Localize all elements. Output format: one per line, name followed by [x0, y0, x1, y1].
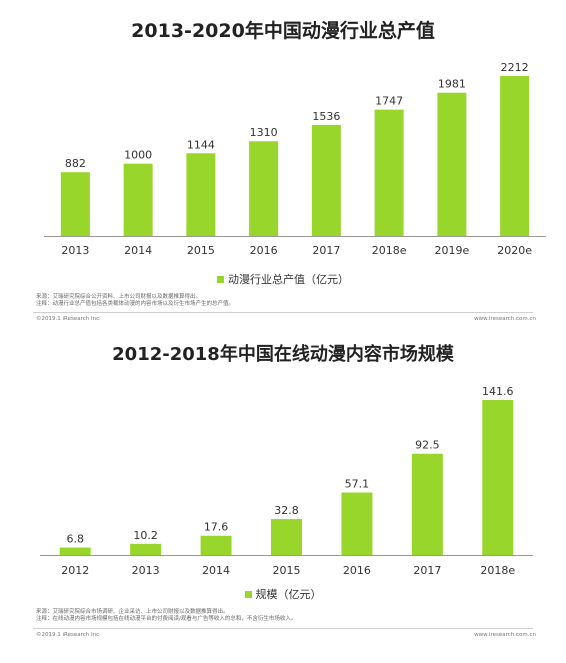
- chart-notes: 来源：艾瑞研究院综合市场调研、企业采访、上市公司财报以及数据推算得出。 注释：在…: [36, 609, 296, 623]
- legend-label: 规模（亿元）: [255, 588, 322, 601]
- bar: [437, 92, 467, 236]
- chart-notes: 来源：艾瑞研究院综合公开资料、上市公司财报以及数据推算得出。 注释：动漫行业总产…: [36, 294, 234, 308]
- bar-chart-online-market: 6.8 2012 10.2 2013 17.6 2014 32.8 2015 57.1 2016 9…: [40, 385, 533, 577]
- x-tick-label: 2014: [202, 564, 230, 577]
- bar: [130, 543, 162, 555]
- data-label: 1000: [124, 149, 152, 162]
- data-label: 2212: [501, 61, 529, 74]
- x-tick-label: 2014: [124, 244, 152, 257]
- legend-swatch: [217, 275, 224, 283]
- website-text: www.iresearch.com.cn: [474, 316, 536, 322]
- bar: [482, 400, 514, 555]
- source-note: 来源：艾瑞研究院综合市场调研、企业采访、上市公司财报以及数据推算得出。: [36, 609, 229, 615]
- footer: ©2019.1 iResearch Inc. www.iresearch.com…: [36, 632, 536, 638]
- data-label: 1981: [438, 78, 466, 91]
- chart-legend: 动漫行业总产值（亿元）: [0, 271, 566, 287]
- data-label: 1747: [375, 95, 403, 108]
- x-tick-label: 2015: [187, 244, 215, 257]
- bar: [271, 519, 302, 555]
- x-tick-label: 2020e: [497, 244, 532, 257]
- data-label: 92.5: [415, 439, 440, 452]
- data-label: 6.8: [66, 533, 84, 546]
- data-label: 57.1: [345, 477, 370, 490]
- bar: [411, 453, 443, 555]
- bar: [500, 76, 530, 236]
- bar: [123, 163, 153, 236]
- x-tick-label: 2019e: [434, 244, 469, 257]
- annotation-note: 注释：在线动漫内容市场规模包括在线动漫平台的付费阅读/观看与广告等收入的总和，不…: [36, 616, 297, 622]
- chart-title: 2012-2018年中国在线动漫内容市场规模: [112, 344, 454, 365]
- footer-divider: [33, 312, 533, 313]
- x-tick-label: 2013: [61, 244, 89, 257]
- copyright-text: ©2019.1 iResearch Inc.: [36, 632, 101, 638]
- x-tick-label: 2013: [132, 564, 160, 577]
- data-label: 1310: [250, 126, 278, 139]
- x-tick-label: 2016: [250, 244, 278, 257]
- x-tick-label: 2017: [312, 244, 340, 257]
- bar: [311, 124, 341, 236]
- data-label: 141.6: [482, 385, 514, 398]
- x-tick-label: 2015: [273, 564, 301, 577]
- footer: ©2019.1 iResearch Inc. www.iresearch.com…: [36, 316, 536, 322]
- data-label: 882: [65, 157, 86, 170]
- data-label: 32.8: [274, 504, 299, 517]
- x-tick-label: 2016: [343, 564, 371, 577]
- footer-divider: [33, 628, 533, 629]
- legend-swatch: [244, 590, 252, 598]
- x-tick-label: 2012: [61, 564, 89, 577]
- source-note: 来源：艾瑞研究院综合公开资料、上市公司财报以及数据推算得出。: [36, 294, 202, 300]
- x-tick-label: 2018e: [480, 564, 515, 577]
- bar: [186, 153, 216, 236]
- website-text: www.iresearch.com.cn: [474, 632, 536, 638]
- data-label: 17.6: [204, 521, 229, 534]
- data-label: 1536: [312, 110, 340, 123]
- bar-chart-industry-output: 882 2013 1000 2014 1144 2015 1310 2016 1536 2017 1…: [44, 61, 546, 257]
- annotation-note: 注释：动漫行业总产值包括各类载体动漫的内容市场以及衍生市场产生的总产值。: [36, 301, 235, 307]
- x-tick-label: 2018e: [372, 244, 407, 257]
- chart-panel-industry-output: 2013-2020年中国动漫行业总产值 882 2013 1000 2014 1144 2…: [0, 20, 566, 322]
- bar: [60, 172, 90, 236]
- bar: [374, 109, 404, 236]
- chart-panel-online-market: 2012-2018年中国在线动漫内容市场规模 6.8 2012 10.2 2013 17…: [0, 332, 566, 663]
- data-label: 1144: [187, 138, 215, 151]
- bar: [200, 535, 232, 555]
- bar: [249, 141, 279, 236]
- legend-label: 动漫行业总产值（亿元）: [228, 273, 349, 286]
- bar: [341, 492, 373, 555]
- x-tick-label: 2017: [413, 564, 441, 577]
- copyright-text: ©2019.1 iResearch Inc.: [36, 316, 101, 322]
- chart-title: 2013-2020年中国动漫行业总产值: [131, 20, 435, 42]
- chart-legend: 规模（亿元）: [0, 586, 566, 602]
- data-label: 10.2: [133, 529, 158, 542]
- bar: [59, 547, 91, 555]
